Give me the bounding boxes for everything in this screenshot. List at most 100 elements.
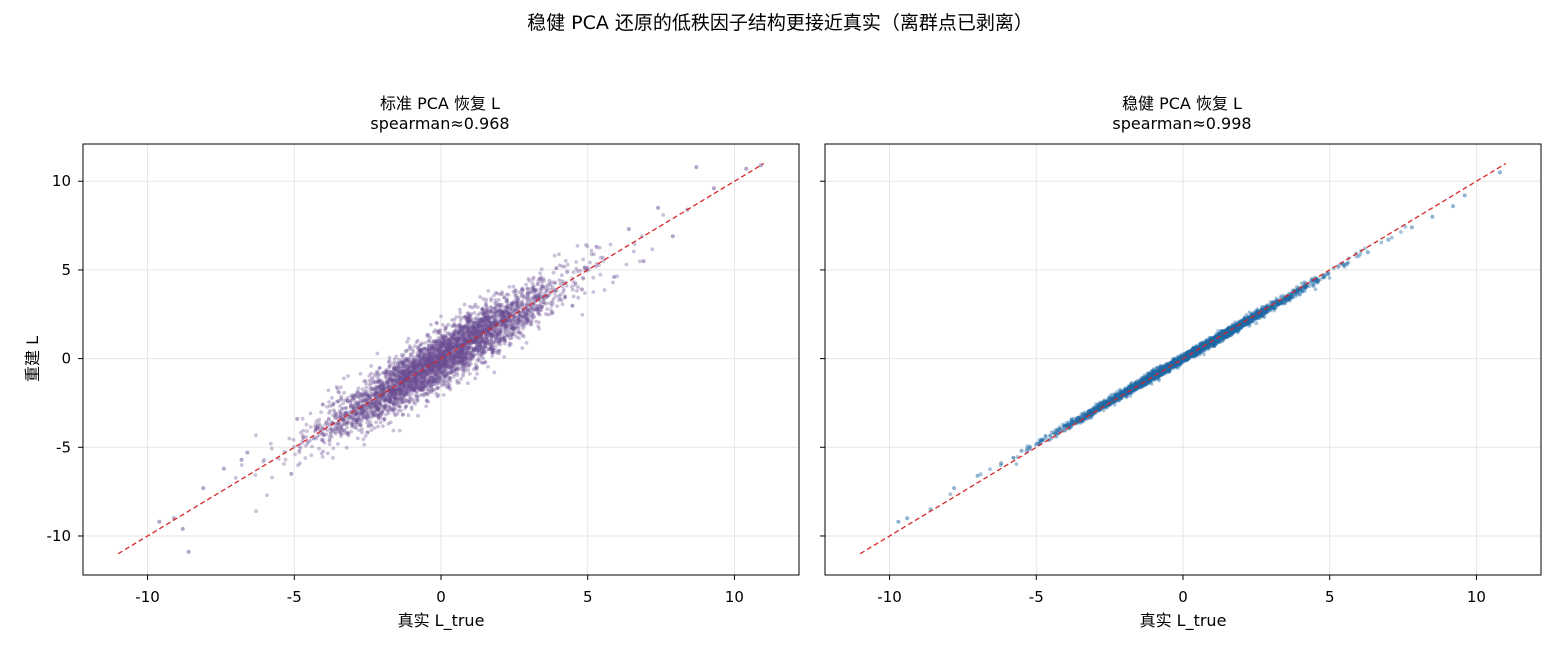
scatter-point	[461, 374, 465, 378]
scatter-point	[527, 297, 532, 302]
scatter-point	[365, 420, 370, 425]
scatter-point	[364, 389, 369, 394]
scatter-point	[410, 377, 415, 382]
scatter-point	[532, 287, 536, 291]
scatter-point	[344, 410, 349, 415]
scatter-point	[414, 397, 418, 402]
scatter-point	[297, 450, 302, 455]
scatter-point	[337, 390, 341, 395]
scatter-point	[391, 388, 396, 393]
scatter-point	[570, 303, 575, 308]
scatter-panel-robust-pca: -10 -5 0 5 10	[820, 143, 1542, 606]
scatter-point	[561, 290, 566, 294]
scatter-point	[420, 385, 425, 389]
scatter-point	[432, 339, 437, 344]
panel-title-left: 标准 PCA 恢复 L spearman≈0.968	[80, 94, 800, 134]
scatter-point	[370, 377, 374, 382]
scatter-point	[412, 367, 416, 371]
scatter-point	[378, 420, 383, 425]
scatter-point	[393, 391, 397, 396]
scatter-point	[502, 336, 506, 340]
scatter-point	[472, 338, 476, 343]
scatter-point	[412, 379, 417, 384]
scatter-point	[424, 358, 428, 362]
scatter-point	[492, 327, 497, 332]
scatter-point	[413, 388, 417, 392]
scatter-point	[461, 366, 466, 371]
scatter-point	[456, 340, 461, 345]
scatter-point	[428, 355, 433, 359]
scatter-point	[467, 334, 471, 339]
scatter-point	[456, 344, 461, 348]
scatter-point	[431, 365, 436, 370]
scatter-point	[333, 413, 338, 418]
scatter-point	[488, 320, 493, 325]
scatter-point	[477, 359, 482, 363]
scatter-point	[549, 287, 553, 292]
scatter-point	[480, 350, 484, 355]
scatter-point	[378, 390, 383, 395]
scatter-point	[440, 322, 445, 327]
scatter-point	[585, 265, 590, 270]
scatter-point	[480, 360, 484, 365]
scatter-point	[443, 364, 448, 369]
scatter-point	[376, 416, 381, 421]
scatter-point	[456, 343, 461, 347]
scatter-point	[444, 358, 448, 363]
scatter-point	[448, 347, 453, 352]
scatter-point	[422, 369, 427, 374]
scatter-point	[341, 406, 345, 411]
scatter-point	[563, 295, 567, 299]
scatter-point	[419, 386, 423, 391]
scatter-point	[475, 328, 480, 333]
scatter-point	[320, 403, 325, 407]
scatter-point	[460, 326, 464, 330]
scatter-point	[505, 308, 510, 313]
scatter-point	[461, 354, 466, 358]
scatter-point	[503, 341, 507, 346]
scatter-point	[397, 375, 402, 380]
scatter-point	[489, 321, 493, 325]
scatter-point	[400, 372, 405, 377]
scatter-point	[440, 364, 445, 369]
scatter-point	[472, 347, 476, 352]
scatter-point	[483, 341, 488, 346]
scatter-point	[416, 363, 420, 368]
scatter-point	[498, 342, 503, 347]
scatter-point	[421, 358, 426, 363]
scatter-point	[367, 408, 372, 413]
scatter-point	[405, 370, 410, 375]
scatter-point	[423, 373, 428, 378]
scatter-point	[583, 291, 587, 295]
scatter-point	[414, 379, 419, 384]
scatter-point	[485, 305, 490, 310]
scatter-point	[448, 355, 453, 359]
scatter-point	[500, 312, 505, 316]
scatter-point	[493, 298, 498, 302]
scatter-point	[369, 401, 374, 406]
scatter-point	[424, 362, 429, 367]
scatter-point	[410, 370, 414, 375]
scatter-point	[320, 402, 325, 407]
scatter-point	[375, 369, 380, 374]
scatter-point	[462, 351, 466, 356]
scatter-point	[357, 428, 362, 433]
scatter-point	[427, 359, 432, 364]
scatter-point	[510, 326, 515, 331]
scatter-point	[505, 332, 510, 337]
scatter-point	[342, 418, 347, 423]
scatter-point	[352, 413, 357, 417]
scatter-point	[355, 436, 360, 441]
scatter-point	[460, 356, 464, 361]
scatter-point	[474, 367, 479, 372]
scatter-point	[539, 278, 544, 282]
scatter-point	[423, 368, 428, 373]
scatter-point	[397, 357, 401, 362]
scatter-point	[157, 519, 162, 524]
scatter-point	[397, 362, 402, 367]
scatter-point	[362, 408, 367, 413]
scatter-point	[379, 389, 384, 394]
scatter-point	[494, 304, 499, 309]
scatter-point	[409, 379, 413, 384]
